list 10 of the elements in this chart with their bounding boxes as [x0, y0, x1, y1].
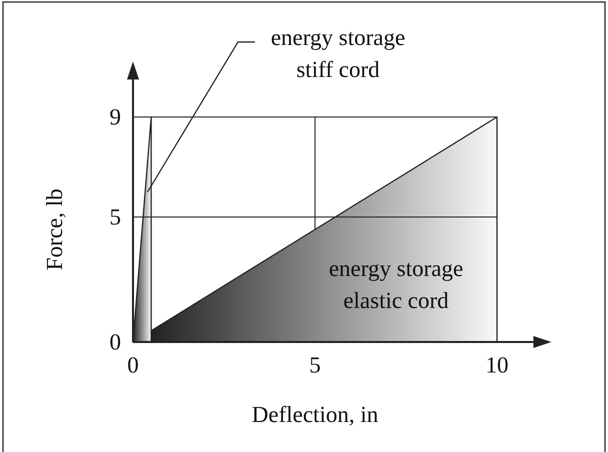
y-tick-label: 9: [110, 104, 121, 130]
y-axis-title: Force, lb: [42, 188, 67, 270]
x-tick-label: 10: [486, 352, 508, 378]
x-tick-label: 0: [127, 352, 139, 378]
y-tick-label: 5: [110, 204, 121, 230]
annotation: energy storage stiff cord: [270, 25, 406, 82]
x-tick-label: 5: [309, 352, 321, 378]
x-axis-title: Deflection, in: [252, 402, 379, 427]
annotation: energy storage elastic cord: [328, 256, 464, 313]
y-tick-label: 0: [110, 329, 121, 354]
